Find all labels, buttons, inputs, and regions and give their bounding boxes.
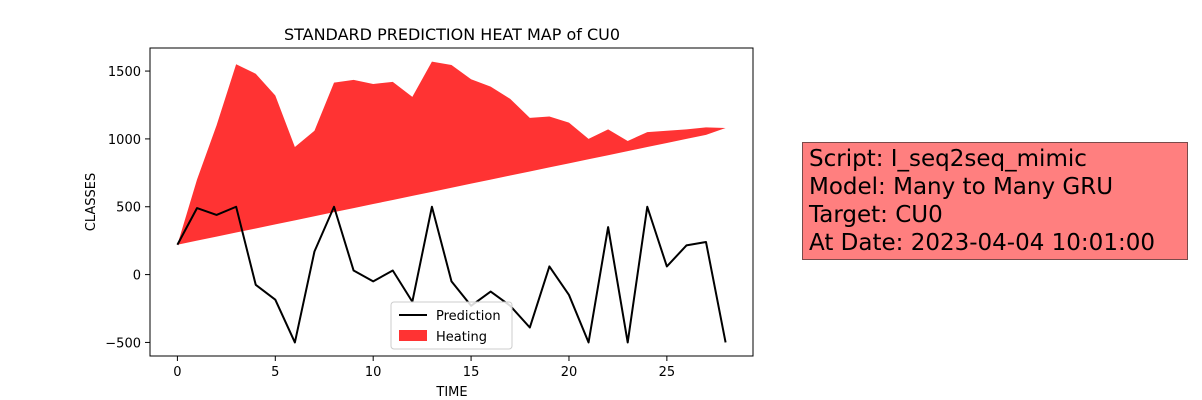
legend-heating-label: Heating <box>436 330 487 345</box>
x-tick-label: 5 <box>271 365 279 380</box>
x-axis-label: TIME <box>435 385 467 400</box>
info-model: Model: Many to Many GRU <box>809 174 1114 200</box>
x-tick-label: 20 <box>561 365 578 380</box>
y-tick-label: 0 <box>133 269 141 284</box>
heating-area <box>177 61 726 245</box>
y-tick-label: 1000 <box>108 133 141 148</box>
x-tick-label: 25 <box>659 365 676 380</box>
y-tick-label: 1500 <box>108 65 141 80</box>
info-date: At Date: 2023-04-04 10:01:00 <box>809 230 1155 256</box>
x-tick-label: 15 <box>463 365 480 380</box>
legend: Prediction Heating <box>390 301 513 350</box>
x-tick-label: 10 <box>365 365 382 380</box>
y-tick-label: 500 <box>116 201 141 216</box>
x-tick-label: 0 <box>173 365 181 380</box>
info-script: Script: I_seq2seq_mimic <box>809 146 1087 172</box>
y-tick-label: −500 <box>105 336 141 351</box>
y-axis-label: CLASSES <box>84 173 99 231</box>
legend-prediction-label: Prediction <box>436 309 501 324</box>
plot-frame <box>149 47 754 357</box>
info-target: Target: CU0 <box>809 202 943 228</box>
info-box: Script: I_seq2seq_mimic Model: Many to M… <box>802 142 1188 260</box>
chart-title: STANDARD PREDICTION HEAT MAP of CU0 <box>284 25 620 44</box>
legend-heating-swatch <box>399 330 427 341</box>
prediction-line <box>176 205 727 344</box>
